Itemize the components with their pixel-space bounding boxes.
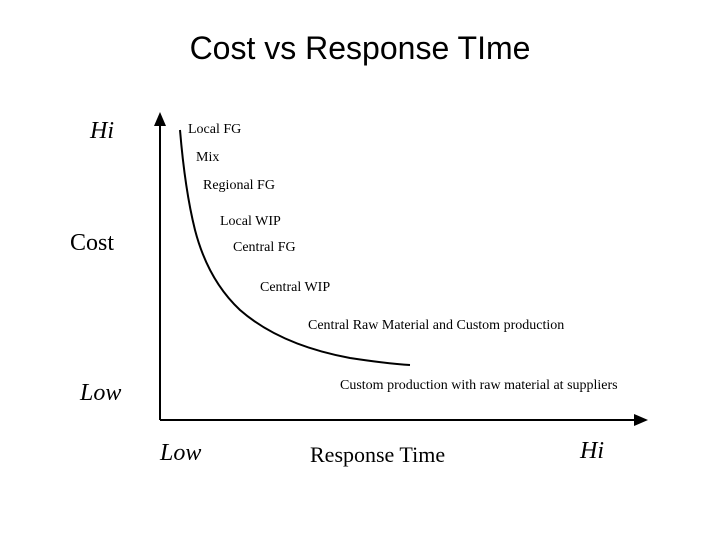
point-label: Custom production with raw material at s… (340, 378, 618, 394)
chart-title: Cost vs Response TIme (0, 30, 720, 67)
point-label: Local FG (188, 122, 241, 138)
x-axis-hi: Hi (580, 438, 604, 465)
point-label: Mix (196, 150, 219, 166)
x-axis-response-time: Response Time (310, 442, 445, 468)
y-axis-hi: Hi (90, 118, 114, 145)
point-label: Regional FG (203, 178, 275, 194)
point-label: Central WIP (260, 280, 330, 296)
point-label: Central FG (233, 240, 296, 256)
point-label: Central Raw Material and Custom producti… (308, 318, 564, 334)
x-axis-arrow (634, 414, 648, 426)
y-axis-arrow (154, 112, 166, 126)
point-label: Local WIP (220, 214, 281, 230)
y-axis-low: Low (80, 380, 121, 407)
x-axis-low: Low (160, 440, 201, 467)
y-axis-cost: Cost (70, 230, 114, 257)
chart-area: Hi Cost Low Low Response Time Hi Local F… (40, 100, 680, 500)
